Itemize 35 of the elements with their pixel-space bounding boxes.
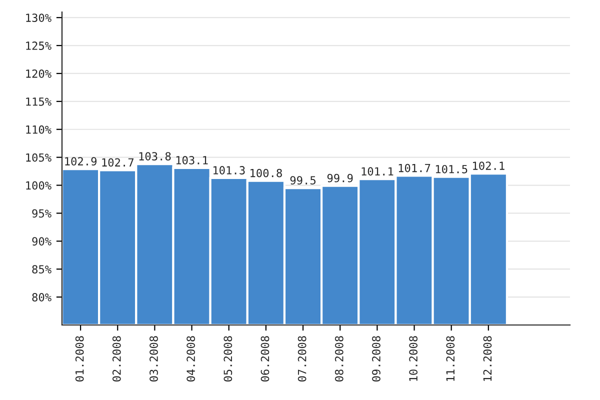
- data-label: 99.9: [327, 174, 353, 182]
- y-tick-label: 120%: [26, 69, 52, 78]
- y-tick-label: 85%: [32, 265, 52, 274]
- y-tick-label: 125%: [26, 42, 52, 50]
- x-tick-label: 08.2008: [334, 336, 344, 382]
- x-tick-label: 03.2008: [150, 336, 158, 382]
- x-tick-label: 04.2008: [186, 336, 196, 382]
- x-tick-label: 05.2008: [224, 336, 232, 382]
- x-tick-label: 12.2008: [483, 336, 492, 381]
- y-tick-label: 95%: [32, 209, 52, 218]
- data-label: 101.5: [436, 164, 468, 174]
- data-label: 102.9: [65, 157, 97, 166]
- data-label: 102.7: [102, 158, 134, 167]
- x-tick-label: 11.2008: [446, 336, 455, 381]
- x-tick-label: 06.2008: [260, 336, 270, 382]
- y-tick-label: 110%: [26, 125, 52, 134]
- x-tick-label: 07.2008: [298, 336, 306, 382]
- data-label: 102.1: [473, 162, 504, 170]
- data-label: 101.3: [213, 166, 245, 174]
- data-label: 99.5: [290, 176, 316, 185]
- data-label: 103.8: [139, 152, 171, 160]
- x-tick-label: 01.2008: [75, 336, 84, 382]
- data-label: 100.8: [250, 168, 282, 178]
- data-label: 101.7: [398, 164, 430, 172]
- data-label: 103.1: [176, 156, 208, 164]
- x-tick-label: 10.2008: [409, 336, 418, 381]
- y-tick-label: 80%: [32, 293, 52, 302]
- y-tick-label: 105%: [26, 153, 52, 162]
- y-tick-label: 130%: [26, 14, 52, 22]
- x-tick-label: 09.2008: [372, 336, 380, 382]
- y-tick-label: 115%: [26, 98, 52, 106]
- y-tick-label: 100%: [26, 181, 52, 190]
- x-tick-label: 02.2008: [112, 336, 121, 382]
- data-label: 101.1: [362, 167, 394, 176]
- y-tick-label: 90%: [32, 237, 52, 246]
